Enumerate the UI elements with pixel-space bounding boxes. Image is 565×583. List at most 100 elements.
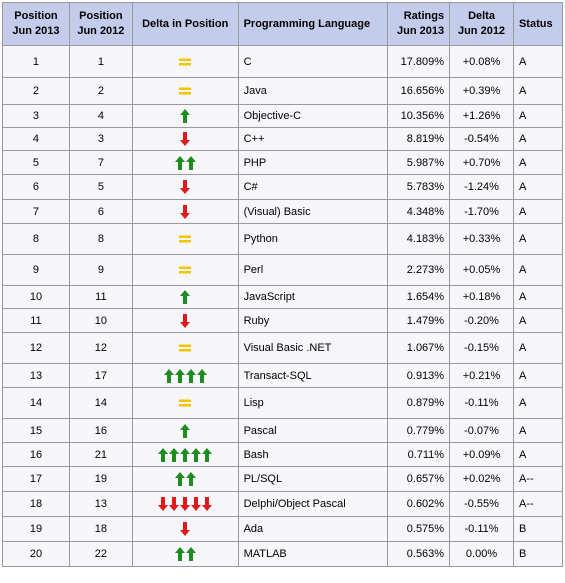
position-change-indicator — [180, 109, 191, 123]
arrow-down-icon — [158, 497, 169, 511]
position-change-indicator — [179, 341, 192, 355]
position-change-indicator — [179, 84, 192, 98]
cell-language: Python — [237, 223, 389, 255]
cell-position-2012: 1 — [68, 45, 133, 78]
position-change-indicator — [179, 396, 192, 410]
cell-position-2012: 6 — [68, 199, 133, 224]
table-row: 17 19 PL/SQL 0.657% +0.02% A-- — [2, 466, 564, 492]
position-change-indicator — [180, 180, 191, 194]
header-row: Position Jun 2013 Position Jun 2012 Delt… — [2, 2, 564, 46]
arrow-down-icon — [180, 497, 191, 511]
cell-language: (Visual) Basic — [237, 199, 389, 224]
table-row: 4 3 C++ 8.819% -0.54% A — [2, 127, 564, 151]
arrow-up-icon — [191, 447, 202, 462]
cell-delta: +0.18% — [449, 285, 514, 309]
position-change-indicator — [180, 522, 191, 536]
cell-status: A — [512, 77, 564, 105]
cell-delta: -0.11% — [449, 387, 514, 419]
cell-status: A — [512, 45, 564, 78]
position-change-indicator — [163, 368, 207, 383]
table-row: 10 11 JavaScript 1.654% +0.18% A — [2, 285, 564, 309]
cell-position-2012: 17 — [68, 363, 133, 388]
header-position-2013: Position Jun 2013 — [2, 2, 70, 46]
cell-delta-position — [131, 174, 239, 200]
cell-delta-position — [131, 491, 239, 517]
table-row: 20 22 MATLAB 0.563% 0.00% B — [2, 541, 564, 567]
position-change-indicator — [174, 155, 196, 170]
cell-delta: -1.24% — [449, 174, 514, 200]
cell-language: Transact-SQL — [237, 363, 389, 388]
cell-position-2013: 1 — [2, 45, 70, 78]
arrow-up-icon — [180, 109, 191, 123]
cell-position-2012: 5 — [68, 174, 133, 200]
cell-language: C — [237, 45, 389, 78]
cell-delta: 0.00% — [449, 541, 514, 567]
arrow-down-icon — [191, 497, 202, 511]
header-ratings-line1: Ratings — [403, 10, 445, 22]
cell-delta-position — [131, 442, 239, 467]
cell-status: A — [512, 308, 564, 333]
cell-language: PL/SQL — [237, 466, 389, 492]
table-row: 6 5 C# 5.783% -1.24% A — [2, 174, 564, 200]
cell-rating: 0.602% — [387, 491, 451, 517]
cell-position-2012: 18 — [68, 516, 133, 542]
arrow-up-icon — [163, 368, 174, 383]
cell-delta-position — [131, 466, 239, 492]
cell-position-2013: 15 — [2, 418, 70, 443]
cell-language: MATLAB — [237, 541, 389, 567]
arrow-up-icon — [185, 155, 196, 170]
cell-rating: 0.711% — [387, 442, 451, 467]
cell-delta: +0.33% — [449, 223, 514, 255]
cell-status: A-- — [512, 491, 564, 517]
cell-delta: -0.07% — [449, 418, 514, 443]
ranking-table: Position Jun 2013 Position Jun 2012 Delt… — [2, 2, 564, 567]
arrow-up-icon — [180, 423, 191, 438]
arrow-down-icon — [169, 497, 180, 511]
cell-delta-position — [131, 541, 239, 567]
cell-position-2013: 4 — [2, 127, 70, 151]
cell-position-2013: 5 — [2, 150, 70, 175]
table-row: 15 16 Pascal 0.779% -0.07% A — [2, 418, 564, 443]
cell-delta-position — [131, 285, 239, 309]
cell-position-2012: 16 — [68, 418, 133, 443]
cell-delta-position — [131, 127, 239, 151]
cell-status: A — [512, 223, 564, 255]
header-status: Status — [512, 2, 564, 46]
cell-delta: +0.21% — [449, 363, 514, 388]
cell-status: A — [512, 418, 564, 443]
cell-language: C# — [237, 174, 389, 200]
cell-rating: 5.987% — [387, 150, 451, 175]
cell-position-2013: 6 — [2, 174, 70, 200]
cell-position-2012: 4 — [68, 104, 133, 128]
cell-delta: -0.55% — [449, 491, 514, 517]
cell-delta-position — [131, 254, 239, 286]
arrow-down-icon — [180, 180, 191, 194]
cell-position-2012: 8 — [68, 223, 133, 255]
position-change-indicator — [179, 232, 192, 246]
cell-delta: +1.26% — [449, 104, 514, 128]
cell-delta: +0.09% — [449, 442, 514, 467]
cell-position-2013: 13 — [2, 363, 70, 388]
cell-delta-position — [131, 308, 239, 333]
cell-position-2012: 9 — [68, 254, 133, 286]
cell-position-2013: 19 — [2, 516, 70, 542]
cell-delta: -0.54% — [449, 127, 514, 151]
cell-language: Bash — [237, 442, 389, 467]
cell-position-2012: 3 — [68, 127, 133, 151]
table-row: 14 14 Lisp 0.879% -0.11% A — [2, 387, 564, 419]
table-row: 2 2 Java 16.656% +0.39% A — [2, 77, 564, 105]
header-ratings: Ratings Jun 2013 — [387, 2, 451, 46]
table-row: 9 9 Perl 2.273% +0.05% A — [2, 254, 564, 286]
cell-rating: 17.809% — [387, 45, 451, 78]
cell-language: Java — [237, 77, 389, 105]
cell-rating: 0.657% — [387, 466, 451, 492]
arrow-up-icon — [174, 472, 185, 486]
table-row: 19 18 Ada 0.575% -0.11% B — [2, 516, 564, 542]
cell-status: A — [512, 104, 564, 128]
table-row: 8 8 Python 4.183% +0.33% A — [2, 223, 564, 255]
cell-delta-position — [131, 77, 239, 105]
position-change-indicator — [174, 472, 196, 486]
equals-icon — [179, 87, 192, 95]
equals-icon — [179, 235, 192, 243]
arrow-up-icon — [180, 447, 191, 462]
